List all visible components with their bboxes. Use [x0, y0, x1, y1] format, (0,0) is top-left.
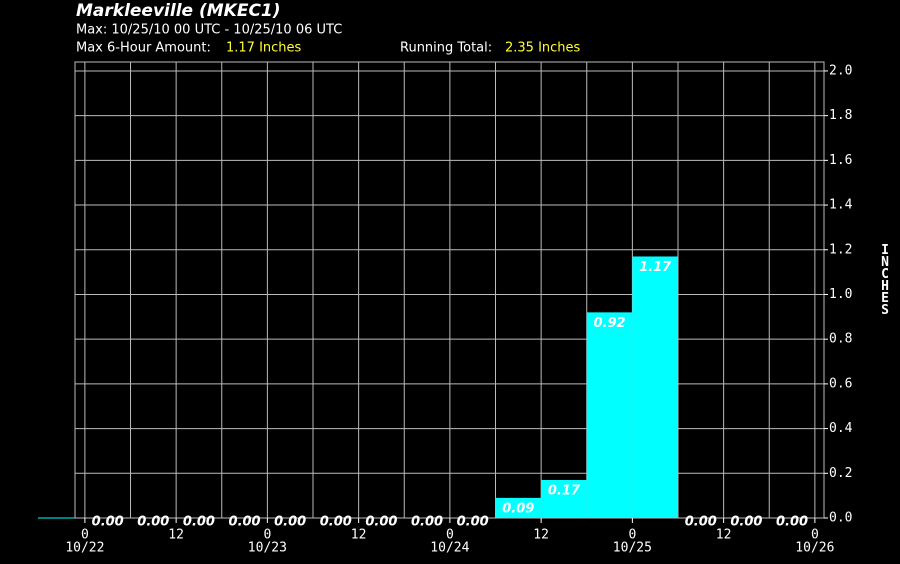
- running-total-label: Running Total:: [400, 41, 492, 56]
- value-label: 0.00: [183, 515, 215, 530]
- subtitle: Max: 10/25/10 00 UTC - 10/25/10 06 UTC: [76, 23, 342, 38]
- value-label: 0.00: [457, 515, 489, 530]
- x-tick-label: 12: [168, 528, 184, 543]
- y-tick-label: 0.4: [829, 421, 853, 436]
- value-label: 0.17: [548, 484, 581, 499]
- value-label: 1.17: [639, 260, 672, 275]
- y-tick-label: 1.0: [829, 287, 852, 302]
- running-total-value: 2.35 Inches: [505, 41, 581, 56]
- x-tick-label: 12: [533, 528, 549, 543]
- y-tick-label: 0.6: [829, 376, 852, 391]
- value-label: 0.00: [320, 515, 352, 530]
- bar: [541, 480, 587, 518]
- y-tick-label: 1.4: [829, 198, 853, 213]
- bar: [586, 312, 633, 518]
- value-label: 0.00: [411, 515, 443, 530]
- value-label: 0.00: [776, 515, 808, 530]
- x-tick-label: 12: [716, 528, 732, 543]
- value-label: 0.92: [594, 316, 626, 331]
- value-label: 0.00: [365, 515, 397, 530]
- value-label: 0.00: [92, 515, 124, 530]
- x-date-label: 10/24: [430, 541, 469, 556]
- x-tick-label: 0: [628, 528, 636, 543]
- y-tick-label: 2.0: [829, 63, 852, 78]
- x-date-label: 10/26: [795, 541, 834, 556]
- x-tick-label: 0: [263, 528, 271, 543]
- chart-title: Markleeville (MKEC1): [76, 1, 281, 21]
- bar: [495, 497, 542, 518]
- bar: [632, 256, 679, 518]
- x-tick-label: 12: [351, 528, 367, 543]
- x-tick-label: 0: [446, 528, 454, 543]
- x-tick-label: 0: [81, 528, 89, 543]
- y-tick-label: 1.6: [829, 153, 852, 168]
- max-amount-value: 1.17 Inches: [226, 41, 302, 56]
- value-label: 0.00: [274, 515, 306, 530]
- y-tick-label: 1.8: [829, 108, 852, 123]
- x-date-label: 10/22: [65, 541, 104, 556]
- value-label: 0.00: [229, 515, 261, 530]
- x-date-label: 10/25: [613, 541, 652, 556]
- max-amount-label: Max 6-Hour Amount:: [76, 41, 211, 56]
- value-label: 0.00: [137, 515, 169, 530]
- x-tick-label: 0: [811, 528, 819, 543]
- y-tick-label: 0.2: [829, 466, 852, 481]
- value-label: 0.00: [730, 515, 762, 530]
- y-tick-label: 0.0: [829, 511, 852, 526]
- y-tick-label: 0.8: [829, 332, 852, 347]
- value-label: 0.09: [502, 501, 534, 516]
- value-label: 0.00: [685, 515, 717, 530]
- y-tick-label: 1.2: [829, 242, 852, 257]
- x-date-label: 10/23: [248, 541, 287, 556]
